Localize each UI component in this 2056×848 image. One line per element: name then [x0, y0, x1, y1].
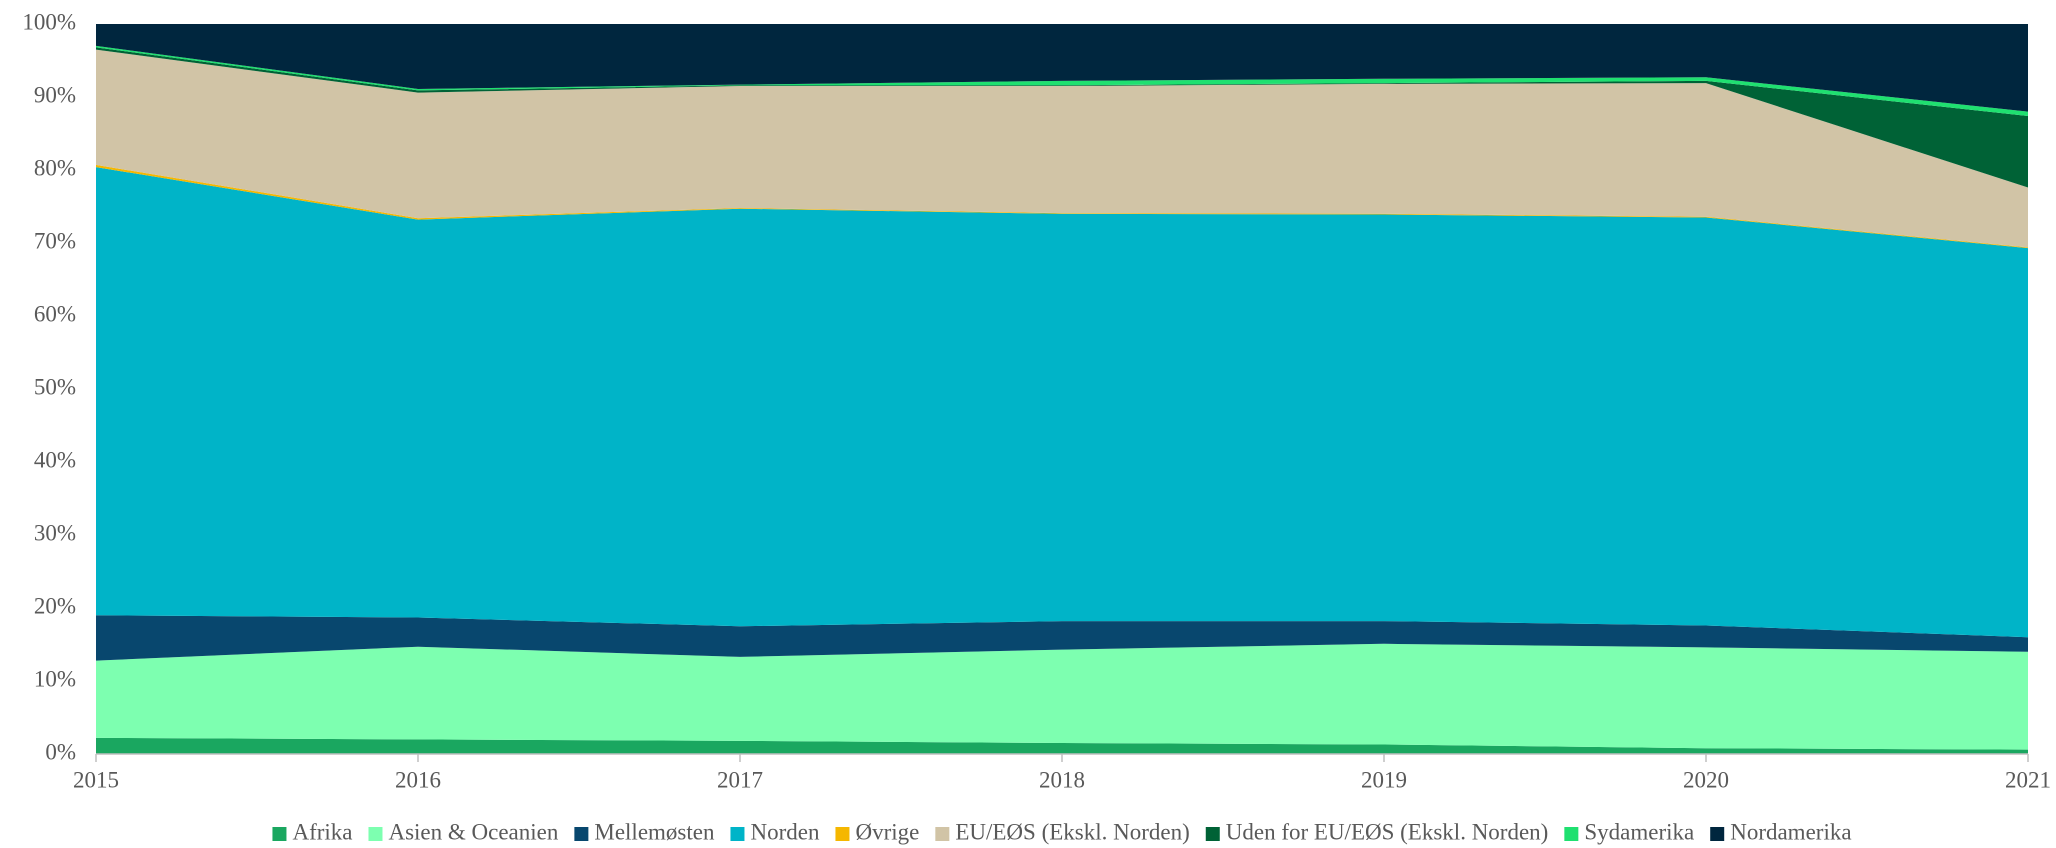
y-tick-label: 100%: [22, 9, 76, 34]
y-tick-label: 10%: [34, 666, 76, 691]
y-tick-label: 80%: [34, 155, 76, 180]
area: [96, 615, 2028, 661]
legend-swatch: [272, 827, 287, 841]
legend-swatch: [1710, 827, 1725, 841]
area: [96, 49, 2028, 248]
legend-label: Norden: [750, 819, 819, 844]
y-tick-label: 20%: [34, 593, 76, 618]
y-tick-label: 0%: [45, 739, 76, 764]
x-tick-label: 2019: [1361, 767, 1407, 792]
legend-label: Øvrige: [855, 819, 919, 844]
legend-label: Mellemøsten: [594, 819, 715, 844]
area: [96, 167, 2028, 638]
legend-swatch: [935, 827, 950, 841]
legend-label: Nordamerika: [1730, 819, 1851, 844]
legend-swatch: [730, 827, 745, 841]
area: [96, 24, 2028, 112]
legend-label: EU/EØS (Ekskl. Norden): [955, 819, 1189, 844]
y-tick-label: 30%: [34, 520, 76, 545]
legend-label: Asien & Oceanien: [388, 819, 558, 844]
x-tick-label: 2017: [717, 767, 763, 792]
x-tick-label: 2018: [1039, 767, 1085, 792]
legend-label: Sydamerika: [1584, 819, 1694, 844]
legend-swatch: [1564, 827, 1579, 841]
x-tick-label: 2020: [1683, 767, 1729, 792]
y-tick-label: 40%: [34, 447, 76, 472]
area: [96, 47, 2028, 188]
x-tick-label: 2021: [2005, 767, 2051, 792]
legend-swatch: [574, 827, 589, 841]
legend-label: Afrika: [292, 819, 352, 844]
area: [96, 45, 2028, 116]
legend-swatch: [1205, 827, 1220, 841]
y-tick-label: 60%: [34, 301, 76, 326]
y-tick-label: 50%: [34, 374, 76, 399]
x-tick-label: 2016: [395, 767, 441, 792]
y-tick-label: 70%: [34, 228, 76, 253]
legend-swatch: [368, 827, 383, 841]
legend-label: Uden for EU/EØS (Ekskl. Norden): [1226, 819, 1549, 844]
y-tick-label: 90%: [34, 82, 76, 107]
area: [96, 643, 2028, 750]
area: [96, 737, 2028, 754]
legend-swatch: [835, 827, 850, 841]
x-tick-label: 2015: [73, 767, 119, 792]
